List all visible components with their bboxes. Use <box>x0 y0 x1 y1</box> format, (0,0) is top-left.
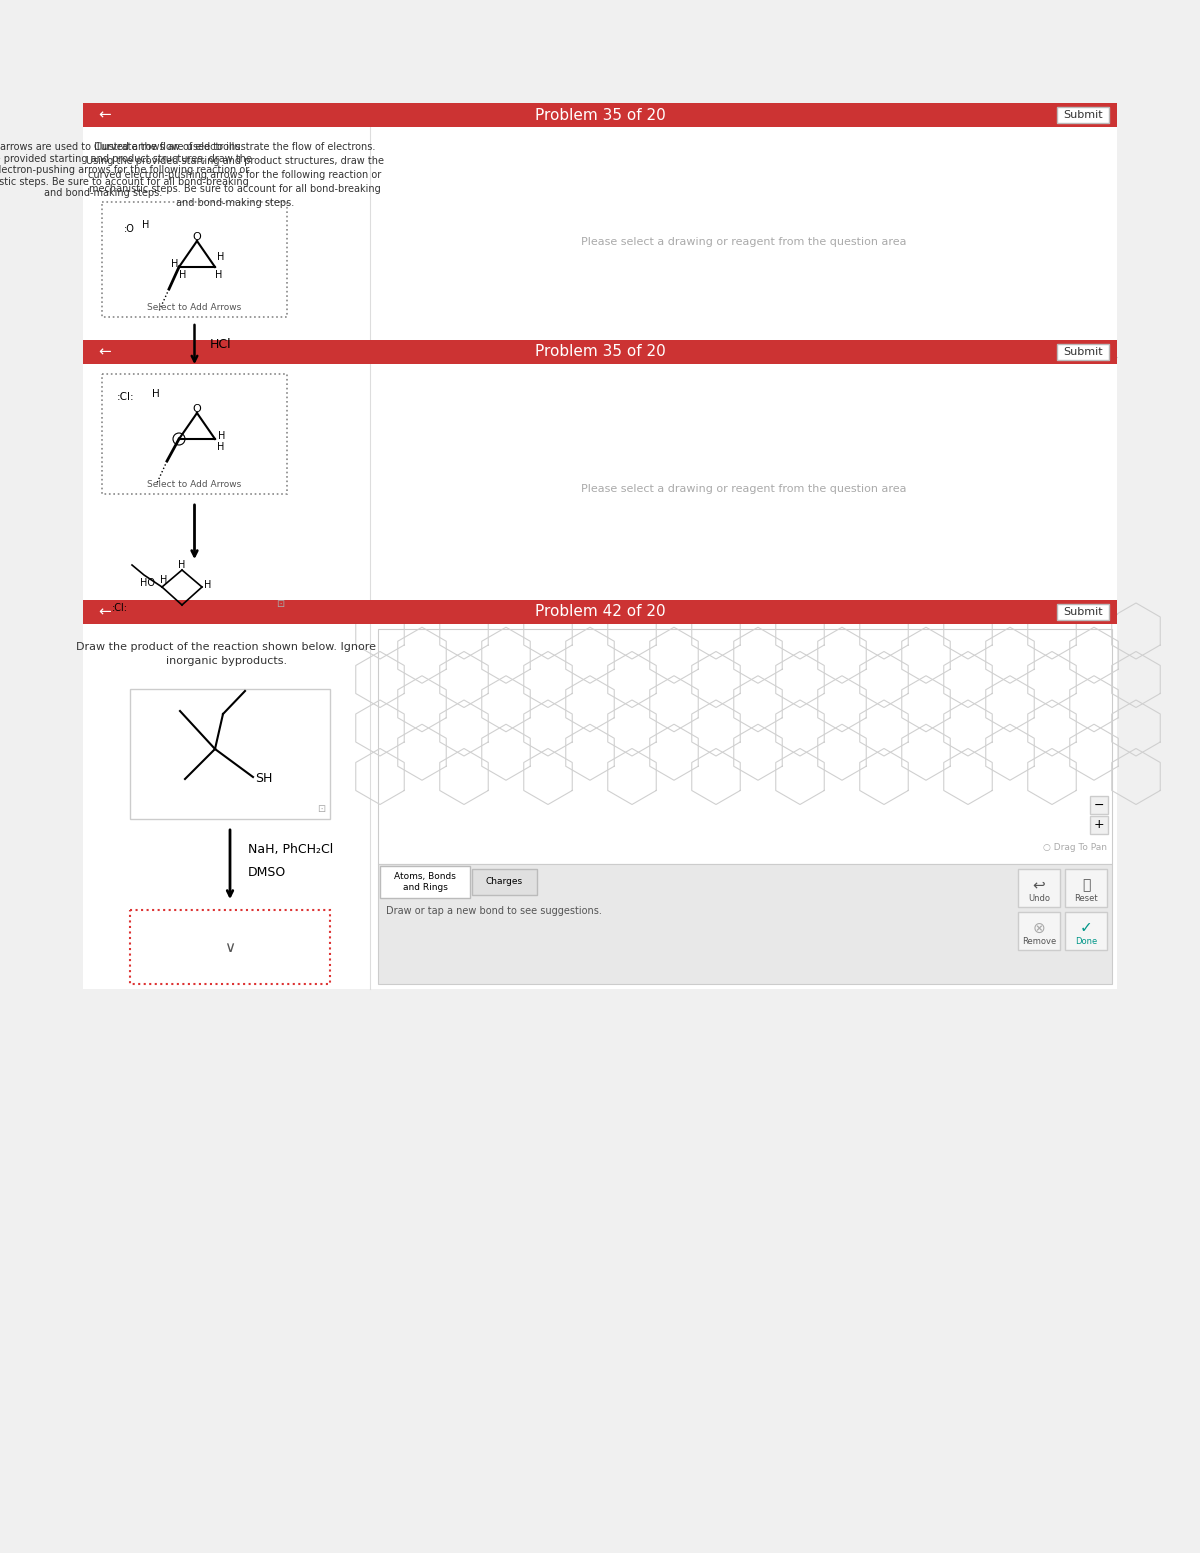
Text: NaH, PhCH₂Cl: NaH, PhCH₂Cl <box>248 842 334 856</box>
Bar <box>102 374 287 494</box>
Text: ⊡: ⊡ <box>276 599 284 609</box>
Text: H: H <box>215 270 222 280</box>
Bar <box>1066 870 1108 907</box>
Text: Please select a drawing or reagent from the question area: Please select a drawing or reagent from … <box>581 485 906 494</box>
Text: Select to Add Arrows: Select to Add Arrows <box>148 480 241 489</box>
Text: Charges: Charges <box>486 877 523 887</box>
Bar <box>83 102 1117 127</box>
Bar <box>130 690 330 818</box>
Text: H: H <box>160 575 167 585</box>
Text: H: H <box>218 432 226 441</box>
Text: ↩: ↩ <box>1033 877 1045 893</box>
Text: HCl: HCl <box>210 339 232 351</box>
Text: H: H <box>204 579 211 590</box>
Bar <box>472 870 538 895</box>
Bar <box>1057 604 1109 620</box>
Bar <box>1090 815 1108 834</box>
Text: :Ȯ: :Ȯ <box>124 224 134 235</box>
Text: Select to Add Arrows: Select to Add Arrows <box>148 303 241 312</box>
Text: H: H <box>217 252 224 262</box>
Text: ✓: ✓ <box>1080 921 1092 935</box>
Text: O: O <box>193 231 202 242</box>
Bar <box>83 599 1117 624</box>
Bar <box>102 202 287 317</box>
Text: +: + <box>1093 818 1104 831</box>
Text: 🗑: 🗑 <box>1082 877 1090 891</box>
Bar <box>83 599 1117 989</box>
Text: Atoms, Bonds
and Rings: Atoms, Bonds and Rings <box>394 871 456 891</box>
Text: Problem 35 of 20: Problem 35 of 20 <box>535 345 665 359</box>
Text: ∨: ∨ <box>224 940 235 955</box>
Bar <box>130 910 330 985</box>
Text: ○ Drag To Pan: ○ Drag To Pan <box>1043 843 1108 853</box>
Bar <box>378 629 1112 863</box>
Text: Curved arrows are used to illustrate the flow of electrons.
Using the provided s: Curved arrows are used to illustrate the… <box>0 141 252 199</box>
Bar <box>1018 870 1060 907</box>
Bar <box>1018 912 1060 950</box>
Bar <box>83 102 1117 357</box>
Text: Reset: Reset <box>1074 895 1098 904</box>
Text: DMSO: DMSO <box>248 867 287 879</box>
Text: ←: ← <box>98 345 110 359</box>
Text: ⊗: ⊗ <box>1033 921 1045 935</box>
Text: Draw or tap a new bond to see suggestions.: Draw or tap a new bond to see suggestion… <box>386 905 602 916</box>
Bar <box>1057 107 1109 123</box>
Text: :Cl:: :Cl: <box>118 391 134 402</box>
Text: −: − <box>1093 798 1104 812</box>
Text: H: H <box>172 259 179 269</box>
Bar <box>1066 912 1108 950</box>
Text: HO: HO <box>140 578 155 589</box>
Text: O: O <box>193 404 202 415</box>
Bar <box>380 867 470 898</box>
Text: Problem 42 of 20: Problem 42 of 20 <box>535 604 665 620</box>
Text: Draw the product of the reaction shown below. Ignore
inorganic byproducts.: Draw the product of the reaction shown b… <box>77 641 377 666</box>
Text: Curved arrows are used to illustrate the flow of electrons.
Using the provided s: Curved arrows are used to illustrate the… <box>86 141 384 208</box>
Text: H: H <box>142 221 149 230</box>
Text: Remove: Remove <box>1022 936 1056 946</box>
Text: Please select a drawing or reagent from the question area: Please select a drawing or reagent from … <box>581 238 906 247</box>
Text: Undo: Undo <box>1028 895 1050 904</box>
Bar <box>83 340 1117 613</box>
Text: Problem 35 of 20: Problem 35 of 20 <box>535 107 665 123</box>
Text: SH: SH <box>256 772 272 786</box>
Bar <box>1090 797 1108 814</box>
Text: Submit: Submit <box>1063 346 1103 357</box>
Text: H: H <box>217 443 224 452</box>
Bar <box>378 863 1112 985</box>
Text: H: H <box>179 561 186 570</box>
Text: H: H <box>152 388 160 399</box>
Text: Submit: Submit <box>1063 110 1103 120</box>
Bar <box>1057 345 1109 360</box>
Text: Done: Done <box>1075 936 1097 946</box>
Text: ⊡: ⊡ <box>317 804 325 814</box>
Text: H: H <box>179 270 186 280</box>
Bar <box>83 340 1117 363</box>
Text: Submit: Submit <box>1063 607 1103 617</box>
Text: ←: ← <box>98 107 110 123</box>
Text: ←: ← <box>98 604 110 620</box>
Text: :Cl:: :Cl: <box>112 603 128 613</box>
